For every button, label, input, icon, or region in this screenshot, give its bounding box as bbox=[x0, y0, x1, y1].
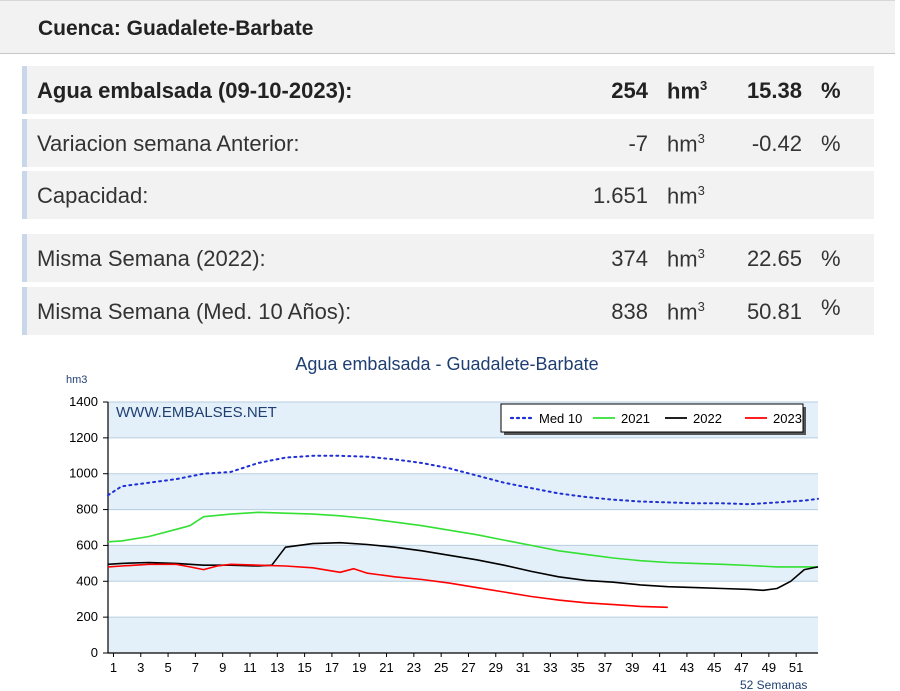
x-tick-label: 5 bbox=[164, 660, 171, 675]
x-tick-label: 19 bbox=[352, 660, 366, 675]
basin-header: Cuenca: Guadalete-Barbate bbox=[0, 0, 895, 54]
series-line bbox=[107, 454, 819, 506]
grid-band bbox=[108, 437, 818, 474]
y-tick-label: 0 bbox=[91, 645, 98, 660]
x-tick-label: 33 bbox=[543, 660, 557, 675]
legend-label: Med 10 bbox=[539, 411, 582, 426]
x-tick-label: 27 bbox=[461, 660, 475, 675]
stat-label: Misma Semana (2022): bbox=[37, 246, 266, 271]
stat-unit: hm3 bbox=[667, 131, 705, 157]
chart-legend: Med 10 2021 2022 2023 bbox=[500, 403, 806, 435]
y-tick-labels: 0 200 400 600 800 1000 1200 1400 bbox=[69, 394, 108, 660]
x-tick-label: 39 bbox=[625, 660, 639, 675]
legend-label: 2022 bbox=[693, 411, 722, 426]
y-tick-label: 1200 bbox=[69, 430, 98, 445]
stat-unit: hm3 bbox=[667, 246, 705, 272]
stat-percent: 15.38 bbox=[746, 78, 802, 103]
y-tick-label: 200 bbox=[76, 609, 98, 624]
stat-label: Misma Semana (Med. 10 Años): bbox=[37, 299, 352, 324]
stat-label: Agua embalsada (09-10-2023): bbox=[37, 78, 353, 103]
stat-label: Capacidad: bbox=[37, 183, 149, 208]
stat-row-weekly-variation: Variacion semana Anterior: -7 hm3 -0.42 … bbox=[22, 119, 874, 167]
y-tick-label: 800 bbox=[76, 502, 98, 517]
grid-band bbox=[108, 617, 818, 653]
stat-percent-sign: % bbox=[821, 246, 841, 271]
x-tick-label: 11 bbox=[243, 660, 257, 675]
x-tick-label: 7 bbox=[192, 660, 199, 675]
x-tick-label: 9 bbox=[219, 660, 226, 675]
x-tick-label: 49 bbox=[762, 660, 776, 675]
stat-percent-sign: % bbox=[821, 131, 841, 156]
stat-label: Variacion semana Anterior: bbox=[37, 131, 300, 156]
stat-percent: 50.81 bbox=[746, 299, 802, 324]
x-tick-label: 51 bbox=[789, 660, 803, 675]
chart-series bbox=[107, 454, 819, 609]
grid-band bbox=[108, 581, 818, 618]
x-tick-label: 47 bbox=[734, 660, 748, 675]
stat-row-same-week-2022: Misma Semana (2022): 374 hm3 22.65 % bbox=[22, 234, 874, 282]
stat-value: 254 bbox=[611, 78, 648, 103]
legend-label: 2023 bbox=[773, 411, 802, 426]
y-tick-label: 1000 bbox=[69, 466, 98, 481]
stat-row-same-week-10yr: Misma Semana (Med. 10 Años): 838 hm3 50.… bbox=[22, 287, 874, 335]
chart-title: Agua embalsada - Guadalete-Barbate bbox=[295, 354, 598, 374]
y-tick-label: 600 bbox=[76, 537, 98, 552]
y-tick-label: 400 bbox=[76, 573, 98, 588]
stat-unit: hm3 bbox=[667, 183, 705, 209]
chart-bands bbox=[108, 402, 818, 653]
x-axis-label: 52 Semanas bbox=[740, 678, 807, 691]
x-tick-label: 23 bbox=[407, 660, 421, 675]
stat-percent-sign: % bbox=[821, 78, 841, 103]
stat-unit: hm3 bbox=[667, 299, 705, 325]
stat-value: 374 bbox=[611, 246, 648, 271]
x-tick-label: 3 bbox=[137, 660, 144, 675]
stat-row-stored-water: Agua embalsada (09-10-2023): 254 hm3 15.… bbox=[22, 66, 874, 114]
series-line bbox=[107, 511, 818, 568]
stat-percent: 22.65 bbox=[746, 246, 802, 271]
series-line bbox=[107, 541, 819, 592]
stat-percent-sign: % bbox=[821, 295, 841, 320]
stat-value: -7 bbox=[628, 131, 648, 156]
x-tick-label: 13 bbox=[270, 660, 284, 675]
stat-unit: hm3 bbox=[667, 78, 708, 104]
x-tick-label: 21 bbox=[379, 660, 393, 675]
basin-title: Cuenca: Guadalete-Barbate bbox=[38, 17, 314, 40]
stat-value: 838 bbox=[611, 299, 648, 324]
watermark: WWW.EMBALSES.NET bbox=[116, 404, 277, 421]
x-tick-label: 35 bbox=[570, 660, 584, 675]
x-tick-label: 31 bbox=[516, 660, 530, 675]
legend-label: 2021 bbox=[621, 411, 650, 426]
x-tick-labels: 1 3 5 7 9 11 13 15 17 19 21 23 25 27 29 31 33 35 37 39 41 43 4… bbox=[110, 653, 803, 675]
x-tick-label: 25 bbox=[434, 660, 448, 675]
stat-percent: -0.42 bbox=[751, 131, 802, 156]
x-tick-label: 41 bbox=[652, 660, 666, 675]
y-tick-label: 1400 bbox=[69, 394, 98, 409]
stat-value: 1.651 bbox=[592, 183, 648, 208]
x-tick-label: 45 bbox=[707, 660, 721, 675]
x-tick-label: 1 bbox=[110, 660, 117, 675]
chart-axes bbox=[107, 402, 818, 654]
x-tick-label: 29 bbox=[489, 660, 503, 675]
stat-row-capacity: Capacidad: 1.651 hm3 bbox=[22, 171, 874, 219]
x-tick-label: 17 bbox=[325, 660, 339, 675]
y-axis-label: hm3 bbox=[66, 374, 87, 386]
grid-band bbox=[108, 509, 818, 546]
x-tick-label: 43 bbox=[680, 660, 694, 675]
series-line bbox=[107, 563, 668, 609]
x-tick-label: 37 bbox=[598, 660, 612, 675]
x-tick-label: 15 bbox=[297, 660, 311, 675]
